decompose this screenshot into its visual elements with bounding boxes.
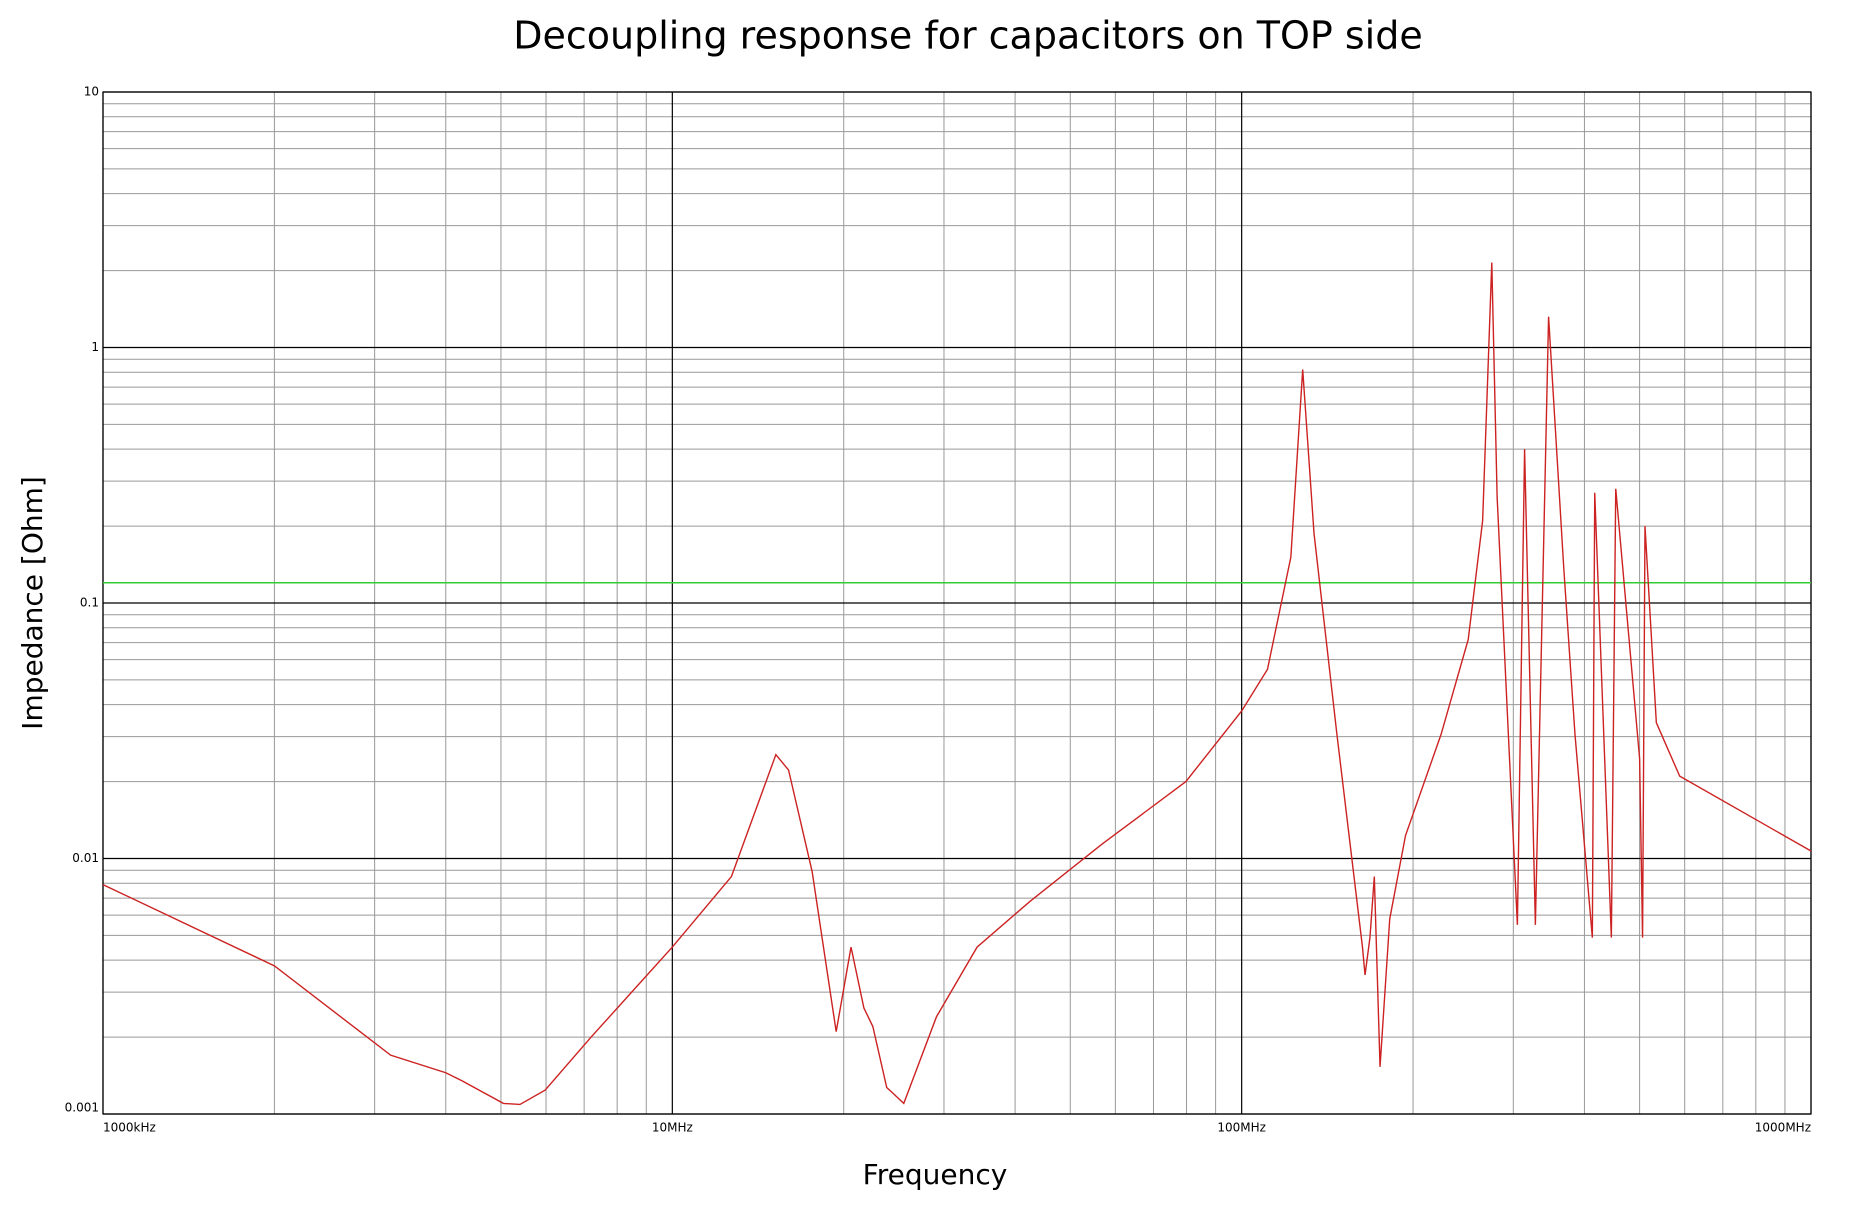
x-tick-label: 100MHz (1217, 1121, 1266, 1135)
x-axis-label: Frequency (863, 1158, 1008, 1191)
y-tick-label: 0.01 (72, 851, 99, 865)
series-line (102, 262, 1812, 1106)
x-tick-label: 1000kHz (103, 1121, 156, 1135)
chart-title: Decoupling response for capacitors on TO… (513, 14, 1422, 58)
y-tick-label: 1 (91, 340, 99, 354)
y-axis-label: Impedance [Ohm] (16, 476, 49, 730)
y-tick-label: 0.001 (65, 1101, 99, 1115)
y-tick-label: 0.1 (80, 596, 99, 610)
y-tick-label: 10 (84, 85, 99, 99)
plot-frame (102, 91, 1812, 1115)
x-tick-label: 10MHz (652, 1121, 693, 1135)
x-tick-label: 1000MHz (1755, 1121, 1811, 1135)
